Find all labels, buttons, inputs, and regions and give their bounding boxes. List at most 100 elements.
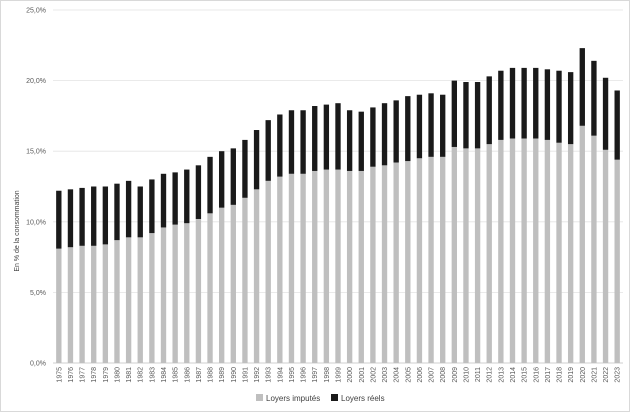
bar-segment-imputed: [440, 156, 446, 363]
bar-segment-real: [253, 130, 260, 190]
bar-segment-imputed: [370, 166, 376, 363]
bar-segment-imputed: [79, 245, 85, 363]
x-tick-label: 1998: [324, 367, 331, 383]
x-tick-label: 1983: [149, 367, 156, 383]
x-tick-label: 2005: [405, 367, 412, 383]
bar-segment-imputed: [567, 144, 574, 363]
bar-segment-imputed: [474, 148, 481, 363]
bar-segment-imputed: [137, 237, 143, 363]
y-tick-label: 5,0%: [30, 290, 46, 297]
bar-segment-real: [381, 103, 388, 166]
x-tick-label: 2013: [498, 367, 505, 383]
bar-segment-imputed: [160, 227, 167, 363]
bar-segment-imputed: [102, 244, 109, 363]
bar-segment-imputed: [579, 125, 585, 363]
x-tick-label: 2023: [615, 367, 622, 383]
x-tick-label: 1976: [68, 367, 75, 383]
x-tick-label: 1987: [196, 367, 203, 383]
bar-segment-real: [207, 156, 213, 214]
bar-segment-real: [323, 104, 330, 170]
bar-segment-real: [67, 189, 74, 248]
x-tick-label: 2011: [475, 367, 482, 382]
legend: Loyers imputés Loyers réels: [256, 394, 385, 403]
bar-segment-real: [602, 77, 609, 150]
bar-segment-imputed: [218, 207, 225, 363]
bar-segment-real: [242, 139, 248, 198]
bar-segment-imputed: [428, 156, 434, 363]
x-tick-label: 1980: [114, 367, 121, 383]
x-tick-label: 2019: [568, 367, 575, 383]
bar-segment-imputed: [300, 173, 306, 363]
bar-segment-imputed: [614, 159, 620, 363]
y-tick-label: 20,0%: [26, 78, 46, 85]
bar-segment-imputed: [323, 169, 330, 363]
x-tick-label: 2017: [545, 367, 552, 383]
x-tick-label: 2004: [394, 367, 401, 383]
x-tick-label: 1979: [103, 367, 110, 383]
bar-segment-real: [358, 111, 364, 171]
bar-segment-real: [230, 148, 236, 205]
bar-segment-real: [218, 151, 225, 208]
x-tick-label: 2018: [557, 367, 564, 383]
bar-segment-imputed: [358, 170, 364, 363]
x-tick-label: 1985: [173, 367, 180, 383]
bar-segment-real: [440, 94, 446, 157]
bar-segment-imputed: [335, 169, 341, 363]
x-tick-label: 1986: [184, 367, 191, 383]
bar-segment-real: [370, 107, 376, 167]
x-tick-label: 2020: [580, 367, 587, 383]
bar-segment-real: [56, 190, 62, 249]
bar-segment-real: [160, 173, 167, 228]
bar-segment-imputed: [184, 223, 190, 363]
x-tick-label: 1997: [312, 367, 319, 383]
bar-segment-imputed: [381, 165, 388, 363]
bar-segment-imputed: [509, 138, 516, 363]
bar-segment-real: [591, 60, 597, 136]
bar-segment-real: [184, 169, 190, 224]
x-tick-label: 1984: [161, 367, 168, 383]
bar-segment-imputed: [346, 170, 353, 363]
bar-segment-imputed: [312, 170, 318, 363]
bar-segment-real: [428, 93, 434, 157]
x-tick-label: 2000: [347, 367, 354, 383]
bar-segment-real: [567, 72, 574, 145]
legend-swatch-real: [331, 394, 338, 401]
legend-swatch-imputed: [256, 394, 263, 401]
bar-segment-real: [172, 172, 178, 225]
bar-segment-imputed: [498, 139, 504, 363]
bar-segment-real: [405, 96, 411, 162]
x-tick-label: 1988: [208, 367, 215, 383]
bar-segment-imputed: [265, 180, 271, 363]
bar-segment-real: [288, 110, 295, 174]
bar-segment-imputed: [125, 237, 132, 363]
bar-segment-real: [265, 120, 271, 181]
x-tick-label: 2021: [591, 367, 598, 383]
bar-segment-imputed: [288, 173, 295, 363]
x-tick-label: 1994: [277, 367, 284, 383]
bar-segment-imputed: [416, 158, 423, 363]
bar-segment-imputed: [556, 142, 562, 363]
y-tick-label: 15,0%: [26, 149, 46, 156]
bar-segment-real: [346, 110, 353, 171]
x-tick-label: 1981: [126, 367, 133, 383]
bar-segment-imputed: [242, 197, 248, 363]
bar-segment-imputed: [67, 247, 74, 363]
bar-segment-real: [544, 69, 551, 140]
bar-segment-real: [79, 187, 85, 246]
bar-segment-real: [451, 80, 458, 147]
bar-segment-real: [498, 70, 504, 140]
bar-segment-real: [102, 186, 109, 245]
bar-segment-imputed: [91, 245, 97, 363]
bar-segment-imputed: [172, 224, 178, 363]
x-tick-label: 1978: [91, 367, 98, 383]
x-tick-label: 1995: [289, 367, 296, 383]
bar-segment-real: [300, 110, 306, 174]
y-tick-label: 10,0%: [26, 219, 46, 226]
x-tick-label: 1990: [231, 367, 238, 383]
bar-segment-real: [195, 165, 202, 219]
x-tick-label: 1993: [266, 367, 273, 383]
bar-segment-imputed: [253, 189, 260, 363]
bar-segment-real: [137, 186, 143, 238]
x-tick-label: 1977: [80, 367, 87, 383]
